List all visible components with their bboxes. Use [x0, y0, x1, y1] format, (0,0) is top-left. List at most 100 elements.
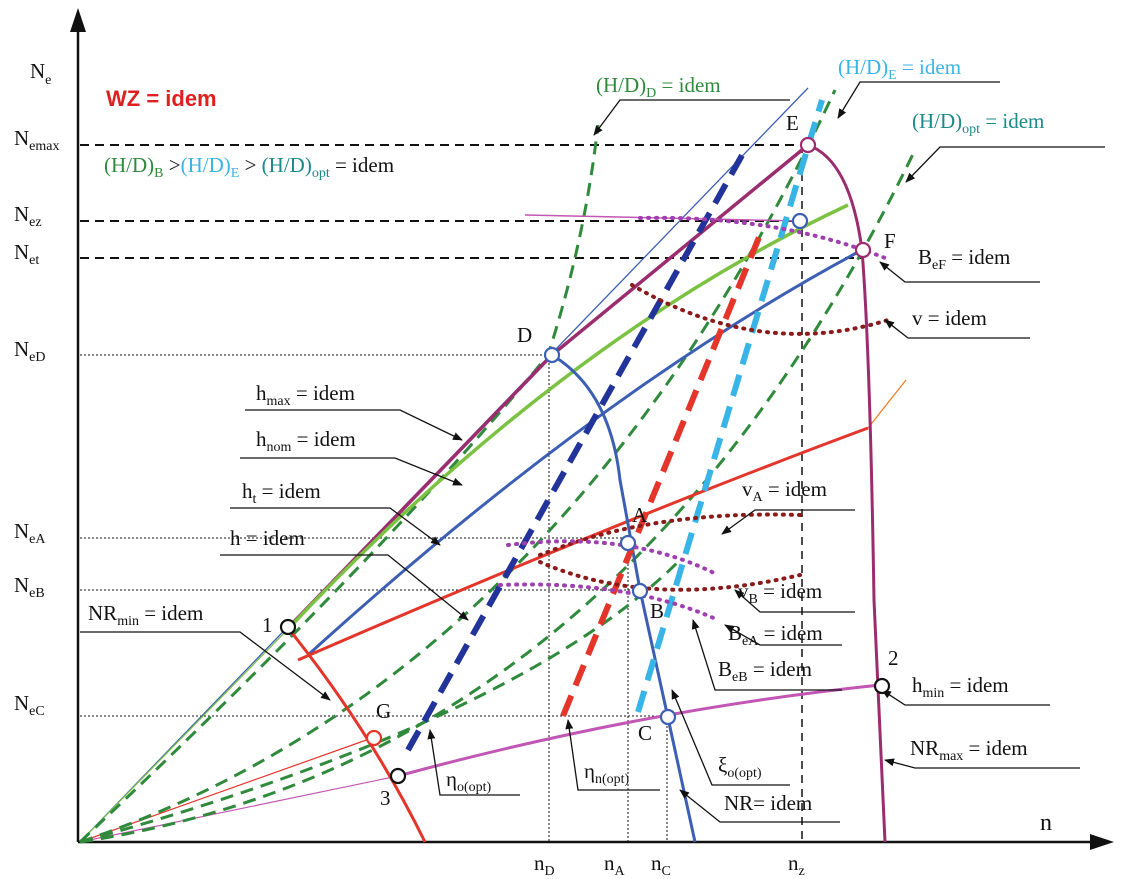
label-eta-n: ηn(opt) — [584, 759, 630, 787]
hmax-to-nrmax-curve — [807, 143, 887, 843]
y-tick-labels: Nemax Nez Net NeD NeA NeB NeC — [14, 126, 60, 719]
point-label-1: 1 — [262, 613, 273, 637]
point-3 — [389, 767, 407, 785]
y-axis-label: Ne — [30, 59, 51, 88]
point-label-b: B — [650, 599, 664, 623]
thin-ray-green — [79, 626, 291, 843]
leader-v — [884, 319, 1030, 339]
point-label-2: 2 — [888, 646, 899, 670]
point-g — [365, 729, 383, 747]
label-nr: NR= idem — [724, 791, 812, 815]
h-curve — [297, 426, 869, 662]
eta-o-opt-curve — [405, 148, 748, 752]
ytick-ned: NeD — [14, 337, 46, 365]
xtick-nz: nz — [788, 851, 805, 879]
v-curve — [630, 283, 890, 336]
leader-eta-n — [565, 719, 660, 791]
leader-hd-d — [593, 99, 790, 136]
xi-o-opt-curve — [635, 99, 825, 713]
point-c — [659, 708, 677, 726]
point-d — [543, 346, 561, 364]
point-label-d: D — [517, 323, 532, 347]
leader-hmax — [245, 409, 463, 441]
xtick-na: nA — [604, 851, 626, 879]
leader-nr — [679, 789, 840, 823]
label-h: h = idem — [230, 526, 305, 550]
point-label-3: 3 — [380, 786, 391, 810]
ratio-statement: (H/D)B >(H/D)E > (H/D)opt = idem — [104, 153, 394, 181]
leader-hd-opt — [905, 146, 1105, 183]
leader-eta-o — [427, 729, 520, 796]
ytick-nemax: Nemax — [14, 126, 60, 154]
label-bef: BeF = idem — [918, 245, 1010, 273]
point-label-f: F — [884, 229, 896, 253]
label-va: vA = idem — [742, 477, 827, 505]
label-hnom: hnom = idem — [256, 427, 356, 455]
label-nrmax: NRmax = idem — [910, 736, 1028, 764]
thin-ray-magenta — [79, 775, 399, 843]
ytick-nec: NeC — [14, 691, 45, 719]
beb-curve — [498, 582, 720, 622]
ytick-net: Net — [14, 240, 39, 268]
leader-hnom — [240, 457, 463, 486]
label-bea: BeA = idem — [728, 621, 823, 649]
thin-ray-orange — [867, 379, 907, 429]
label-beb: BeB = idem — [718, 657, 812, 685]
point-labels: D E F A B C G 1 2 3 — [262, 111, 899, 810]
label-ht: ht = idem — [242, 479, 321, 507]
label-vb: vB = idem — [738, 579, 822, 607]
leader-nrmax — [884, 758, 1080, 769]
hd-d-curve — [78, 124, 600, 844]
point-1 — [279, 618, 297, 636]
leader-xi-o — [671, 689, 790, 786]
label-hd-opt: (H/D)opt = idem — [912, 109, 1044, 137]
leader-h — [220, 554, 469, 621]
point-f — [854, 241, 872, 259]
x-axis-arrowhead — [1090, 834, 1114, 850]
hmin-curve — [397, 683, 881, 778]
leader-va — [721, 509, 855, 535]
leader-nrmin — [80, 631, 331, 701]
label-hmax: hmax = idem — [256, 381, 355, 409]
label-hd-d: (H/D)D = idem — [596, 73, 721, 101]
x-tick-labels: nD nA nC nz — [534, 851, 805, 879]
points — [279, 136, 891, 785]
label-hmin: hmin = idem — [912, 673, 1009, 701]
point-ez — [791, 212, 809, 230]
hd-opt-curve — [79, 149, 917, 844]
xtick-nd: nD — [534, 851, 555, 879]
leader-vb — [734, 589, 855, 613]
dotted-curves — [498, 215, 892, 622]
nrmin-curve — [286, 627, 427, 843]
va-curve — [538, 512, 802, 557]
title-wz: WZ = idem — [106, 86, 217, 111]
point-2 — [873, 677, 891, 695]
leader-bef — [879, 261, 1040, 283]
point-a — [619, 534, 637, 552]
label-nrmin: NRmin = idem — [88, 601, 203, 629]
label-v: v = idem — [912, 306, 987, 330]
ytick-nea: NeA — [14, 519, 46, 547]
label-xi-o: ξo(opt) — [718, 753, 762, 781]
point-label-g: G — [376, 699, 391, 723]
vb-curve — [538, 560, 802, 592]
x-axis-label: n — [1040, 810, 1052, 836]
leader-beb — [691, 619, 842, 691]
ytick-neb: NeB — [14, 573, 45, 601]
leader-hd-e — [837, 81, 1000, 119]
xtick-nc: nC — [651, 851, 671, 879]
hnom-curve — [288, 203, 849, 629]
axes — [70, 8, 1114, 850]
y-axis-arrowhead — [70, 8, 86, 32]
leader-lines — [80, 81, 1105, 823]
leader-ht — [230, 507, 441, 546]
ytick-nez: Nez — [14, 202, 42, 230]
label-hd-e: (H/D)E = idem — [838, 55, 961, 83]
curve-labels: (H/D)D = idem (H/D)E = idem (H/D)opt = i… — [88, 55, 1044, 815]
leader-hmin — [881, 689, 1050, 706]
point-b — [631, 582, 649, 600]
nr-curve — [551, 353, 697, 843]
point-e — [799, 136, 817, 154]
leader-bea — [724, 624, 842, 646]
